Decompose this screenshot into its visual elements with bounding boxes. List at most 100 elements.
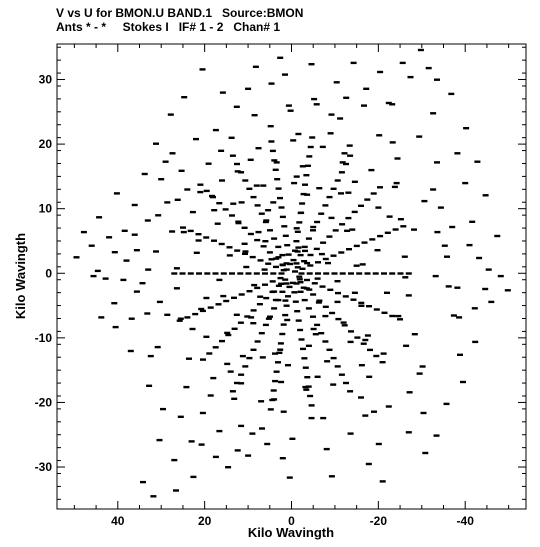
uv-point bbox=[320, 416, 327, 420]
uv-point bbox=[177, 317, 184, 320]
uv-point bbox=[285, 104, 292, 107]
uv-point bbox=[327, 132, 334, 135]
uv-point bbox=[482, 287, 489, 291]
y-axis-label: Kilo Wavingth bbox=[13, 233, 28, 319]
uv-point bbox=[323, 447, 330, 451]
uv-point bbox=[389, 141, 396, 144]
uv-point bbox=[407, 75, 414, 79]
uv-point bbox=[444, 255, 450, 258]
uv-point bbox=[258, 400, 265, 403]
uv-point bbox=[158, 178, 165, 181]
uv-point bbox=[192, 312, 199, 316]
uv-point bbox=[329, 311, 336, 315]
uv-point bbox=[328, 475, 335, 478]
uv-point bbox=[144, 219, 151, 222]
uv-point bbox=[343, 96, 350, 99]
x-tick-label: 40 bbox=[111, 514, 125, 528]
uv-point bbox=[350, 298, 357, 301]
uv-point bbox=[98, 316, 105, 319]
uv-point bbox=[400, 225, 407, 228]
uv-point bbox=[229, 214, 235, 217]
uv-point bbox=[282, 234, 289, 237]
axis-ticks bbox=[57, 44, 526, 509]
uv-point bbox=[198, 307, 205, 311]
uv-point bbox=[393, 181, 400, 185]
uv-point bbox=[238, 201, 245, 204]
uv-point bbox=[218, 242, 225, 246]
uv-point bbox=[441, 244, 448, 247]
uv-point bbox=[377, 186, 383, 189]
uv-point bbox=[281, 225, 288, 228]
uv-point bbox=[307, 145, 314, 149]
uv-point bbox=[179, 272, 186, 275]
uv-point bbox=[392, 228, 399, 231]
uv-point bbox=[302, 366, 309, 369]
uv-point bbox=[301, 357, 308, 360]
uv-point bbox=[197, 183, 204, 186]
uv-point bbox=[265, 262, 272, 265]
uv-point bbox=[147, 354, 154, 358]
uv-point bbox=[254, 286, 261, 290]
uv-point bbox=[351, 210, 358, 214]
uv-point bbox=[365, 462, 372, 466]
uv-point bbox=[471, 307, 478, 310]
uv-point bbox=[364, 198, 371, 201]
uv-point bbox=[245, 454, 252, 457]
uv-point bbox=[419, 365, 426, 368]
uv-point bbox=[361, 241, 368, 244]
uv-point bbox=[218, 149, 225, 152]
uv-point bbox=[262, 323, 269, 327]
uv-point bbox=[272, 352, 278, 355]
uv-point bbox=[225, 466, 232, 469]
uv-point bbox=[350, 61, 357, 65]
uv-point bbox=[156, 300, 163, 304]
uv-point bbox=[291, 291, 298, 294]
uv-point bbox=[212, 128, 219, 132]
uv-point bbox=[238, 293, 245, 296]
uv-point bbox=[267, 315, 273, 318]
uv-point bbox=[330, 187, 337, 190]
uv-point bbox=[90, 274, 97, 278]
uv-point bbox=[369, 238, 376, 241]
uv-point bbox=[162, 160, 169, 163]
uv-point bbox=[348, 272, 354, 275]
uv-point bbox=[121, 229, 128, 232]
uv-point bbox=[430, 112, 437, 115]
uv-point bbox=[347, 432, 354, 435]
uv-point bbox=[227, 370, 234, 373]
uv-point bbox=[260, 184, 267, 187]
uv-point bbox=[257, 259, 264, 262]
uv-point bbox=[169, 152, 176, 155]
uv-point bbox=[460, 380, 466, 384]
uv-point bbox=[257, 295, 264, 298]
uv-point bbox=[282, 278, 289, 281]
uv-point bbox=[469, 220, 476, 223]
uv-point bbox=[290, 139, 297, 142]
uv-point bbox=[456, 316, 463, 319]
uv-point bbox=[133, 290, 140, 293]
uv-point bbox=[230, 202, 237, 205]
x-tick-label: 20 bbox=[198, 514, 212, 528]
uv-point bbox=[494, 234, 501, 238]
uv-point bbox=[231, 327, 238, 330]
uv-point bbox=[269, 398, 276, 402]
uv-point bbox=[120, 278, 127, 282]
uv-point bbox=[497, 274, 504, 278]
y-tick-label: -30 bbox=[35, 460, 53, 474]
uv-point bbox=[371, 410, 377, 413]
uv-point bbox=[313, 103, 320, 106]
uv-point bbox=[310, 293, 317, 296]
uv-point bbox=[434, 161, 440, 164]
uv-point bbox=[333, 81, 340, 84]
uv-point bbox=[212, 346, 219, 349]
uv-point bbox=[273, 161, 280, 164]
uv-point bbox=[399, 61, 406, 65]
uv-point bbox=[274, 178, 281, 181]
uv-point bbox=[259, 356, 266, 359]
uv-point bbox=[267, 408, 274, 411]
uv-point bbox=[294, 266, 301, 269]
uv-point bbox=[376, 134, 383, 137]
uv-point bbox=[366, 375, 373, 378]
uv-point bbox=[258, 332, 265, 335]
uv-point bbox=[153, 142, 159, 145]
